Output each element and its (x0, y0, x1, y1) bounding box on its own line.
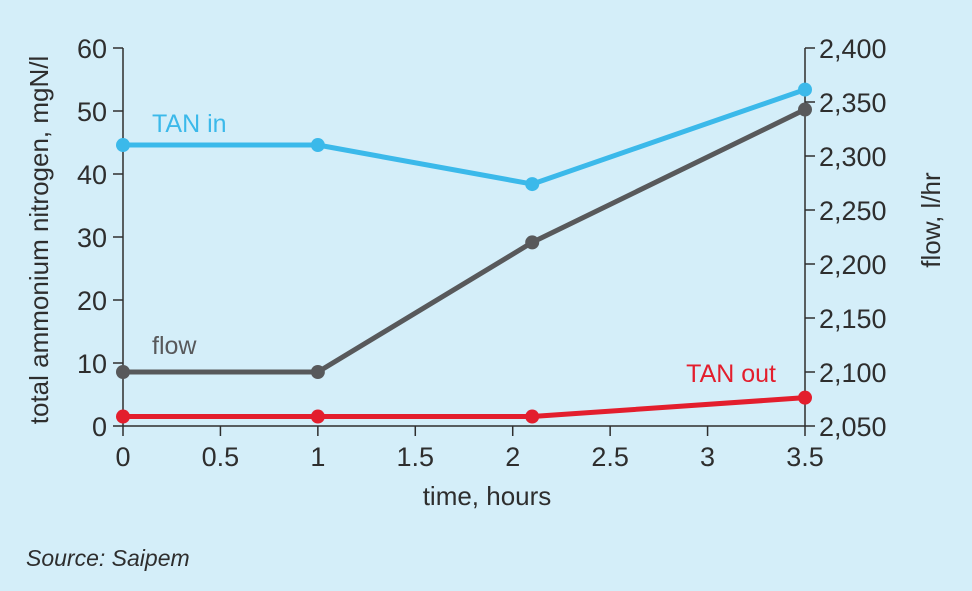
y2-tick-label: 2,400 (819, 34, 887, 64)
data-point-flow (310, 365, 325, 379)
x-tick-label: 0 (115, 442, 130, 472)
y2-axis-title: flow, l/hr (916, 172, 946, 268)
data-point-flow (798, 102, 812, 117)
y-tick-label: 50 (77, 97, 107, 127)
data-point-tan-out (525, 409, 540, 424)
y2-tick-label: 2,250 (819, 196, 887, 226)
series: TAN in flow TAN out (116, 82, 812, 424)
data-point-tan-out (310, 409, 325, 424)
series-label-tan-out: TAN out (686, 360, 776, 388)
y-tick-label: 10 (77, 349, 107, 379)
series-label-tan-in: TAN in (152, 110, 227, 138)
x-tick-label: 2.5 (591, 442, 629, 472)
y2-tick-label: 2,200 (819, 250, 887, 280)
source-note: Source: Saipem (26, 545, 190, 571)
series-label-flow: flow (152, 332, 197, 360)
x-tick-label: 1.5 (397, 442, 435, 472)
series-line-flow (120, 107, 808, 375)
data-point-tan-out (798, 390, 812, 405)
x-tick-label: 1 (310, 442, 325, 472)
data-point-tan-in (798, 82, 812, 97)
data-point-tan-out (116, 409, 130, 424)
y-tick-label: 30 (77, 223, 107, 253)
data-point-tan-in (310, 138, 325, 153)
y-tick-label: 0 (92, 412, 107, 442)
series-line-tan-in (120, 87, 808, 187)
y-tick-label: 40 (77, 160, 107, 190)
y2-tick-label: 2,350 (819, 88, 887, 118)
x-tick-label: 3.5 (786, 442, 824, 472)
x-axis-title: time, hours (423, 481, 552, 511)
data-point-tan-in (116, 138, 130, 153)
data-point-flow (116, 365, 130, 379)
y-axis-title: total ammonium nitrogen, mgN/l (24, 56, 54, 424)
ticks: 0 0.5 1 1.5 2 2.5 3 3.5 0 10 20 30 40 50 60 2,050 2,100 2… (77, 34, 887, 472)
y-tick-label: 60 (77, 34, 107, 64)
x-tick-label: 3 (700, 442, 715, 472)
data-point-tan-in (525, 177, 540, 192)
y2-tick-label: 2,100 (819, 358, 887, 388)
y2-tick-label: 2,300 (819, 142, 887, 172)
y-tick-label: 20 (77, 286, 107, 316)
y2-tick-label: 2,050 (819, 412, 887, 442)
x-tick-label: 0.5 (202, 442, 240, 472)
x-tick-label: 2 (505, 442, 520, 472)
data-point-flow (525, 235, 540, 250)
series-line-tan-out (120, 395, 808, 420)
y2-tick-label: 2,150 (819, 304, 887, 334)
